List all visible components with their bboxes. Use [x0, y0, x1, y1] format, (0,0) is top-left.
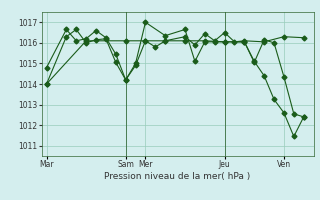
- X-axis label: Pression niveau de la mer( hPa ): Pression niveau de la mer( hPa ): [104, 172, 251, 181]
